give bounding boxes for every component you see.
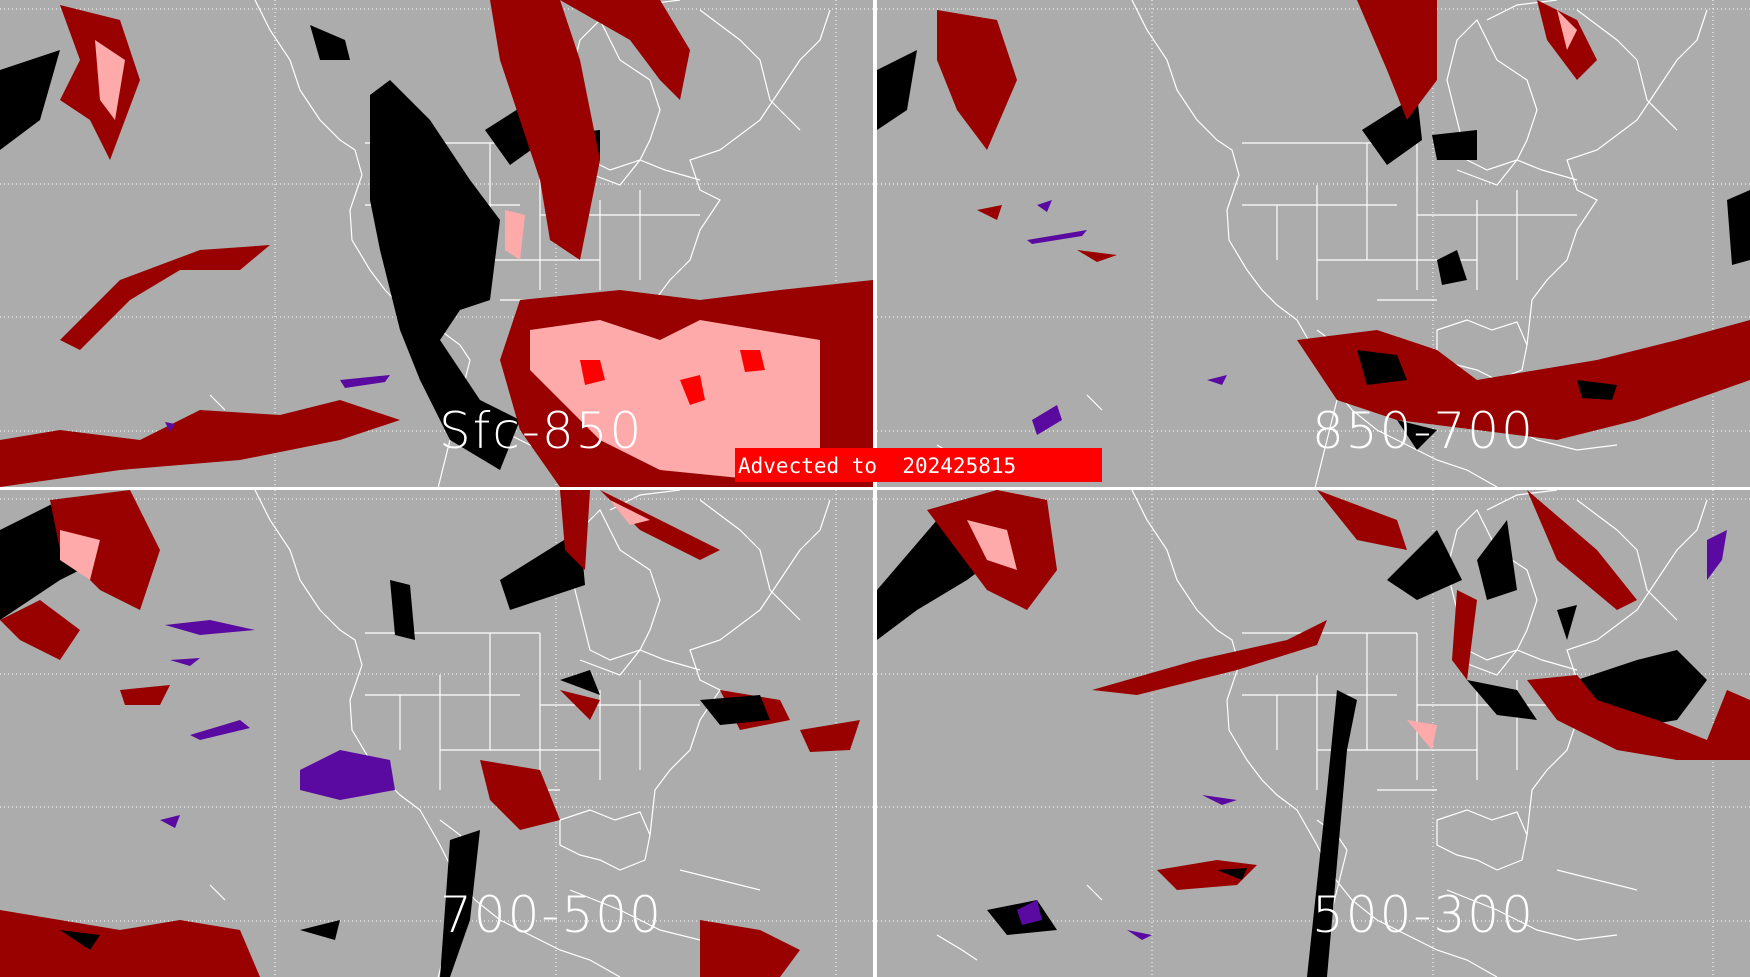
cloud-layer [0, 0, 873, 487]
panel-850-700: 850-700 [877, 0, 1750, 487]
map-sfc-850 [0, 0, 873, 487]
map-500-300 [877, 490, 1750, 977]
cloud-layer [877, 490, 1750, 977]
panel-label: Sfc-850 [439, 402, 644, 460]
panel-label: 700-500 [440, 886, 663, 944]
advected-time-banner: Advected to 202425815 [735, 448, 1102, 482]
panel-500-300: 500-300 [877, 490, 1750, 977]
panel-sfc-850: Sfc-850 [0, 0, 873, 487]
map-850-700 [877, 0, 1750, 487]
panel-label: 850-700 [1312, 402, 1535, 460]
map-700-500 [0, 490, 873, 977]
cloud-layer [0, 490, 860, 977]
panel-label: 500-300 [1312, 886, 1535, 944]
panel-divider-horizontal [0, 487, 1750, 490]
cloud-layer [877, 0, 1750, 450]
panel-700-500: 700-500 [0, 490, 873, 977]
